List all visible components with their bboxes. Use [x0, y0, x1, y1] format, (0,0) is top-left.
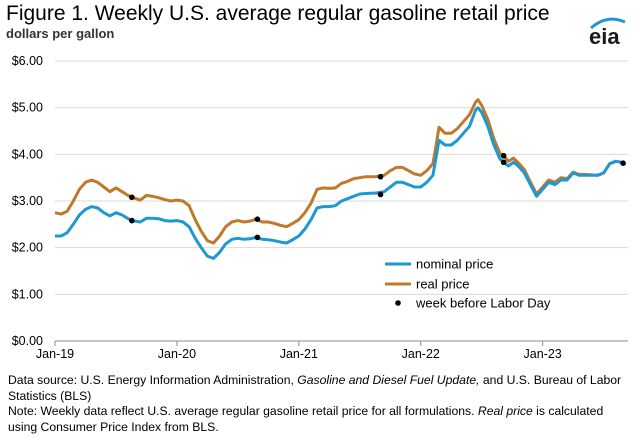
methodology-note: Note: Weekly data reflect U.S. average r… — [8, 404, 634, 435]
labor-day-markers — [129, 152, 626, 241]
nominal-price-line — [55, 106, 623, 260]
y-tick-label: $6.00 — [12, 54, 43, 68]
y-tick-label: $4.00 — [12, 147, 43, 161]
legend-label: week before Labor Day — [415, 296, 551, 311]
note-suffix: is calculated using Consumer Price Index… — [8, 404, 604, 434]
source-suffix: and U.S. Bureau of Labor Statistics (BLS… — [8, 373, 622, 403]
eia-logo-text: eia — [589, 24, 620, 48]
y-tick-label: $0.00 — [12, 334, 43, 348]
source-italic: Gasoline and Diesel Fuel Update, — [297, 373, 480, 387]
real-price-line — [54, 98, 623, 245]
x-axis: Jan-19 Jan-20 Jan-21 Jan-22 Jan-23 — [36, 340, 628, 361]
legend: nominal price real price week before Labor… — [385, 257, 551, 311]
gridlines — [55, 60, 628, 295]
labor-day-point — [377, 191, 384, 198]
footnotes: Data source: U.S. Energy Information Adm… — [8, 373, 634, 435]
series-lines — [54, 98, 623, 260]
y-axis-ticks: $0.00 $1.00 $2.00 $3.00 $4.00 $5.00 $6.00 — [12, 54, 43, 348]
data-source-note: Data source: U.S. Energy Information Adm… — [8, 373, 634, 404]
chart-title: Figure 1. Weekly U.S. average regular ga… — [6, 2, 550, 25]
labor-day-point — [254, 216, 261, 222]
note-prefix: Note: Weekly data reflect U.S. average r… — [8, 404, 478, 418]
x-tick-label: Jan-20 — [158, 347, 196, 361]
legend-label: nominal price — [416, 257, 493, 272]
price-chart: $0.00 $1.00 $2.00 $3.00 $4.00 $5.00 $6.00 Jan-… — [12, 54, 628, 361]
chart-subtitle: dollars per gallon — [6, 26, 115, 41]
eia-logo: eia — [585, 14, 629, 49]
note-italic: Real price — [477, 404, 533, 418]
y-tick-label: $1.00 — [12, 287, 43, 301]
labor-day-point — [129, 217, 135, 224]
x-tick-label: Jan-23 — [524, 347, 562, 361]
x-tick-label: Jan-21 — [280, 347, 318, 361]
x-tick-label: Jan-19 — [36, 347, 74, 361]
labor-day-point — [500, 159, 507, 166]
labor-day-point — [377, 173, 384, 180]
labor-day-point — [129, 194, 135, 201]
eia-logo-swoosh-icon: eia — [589, 17, 626, 49]
y-tick-label: $2.00 — [12, 241, 43, 255]
labor-day-point — [500, 152, 507, 159]
y-tick-label: $5.00 — [12, 101, 43, 115]
legend-swatch — [395, 300, 401, 306]
y-tick-label: $3.00 — [12, 194, 43, 208]
legend-label: real price — [416, 277, 469, 292]
x-tick-label: Jan-22 — [402, 347, 440, 361]
labor-day-point — [254, 234, 261, 241]
labor-day-point — [620, 160, 626, 166]
source-prefix: Data source: U.S. Energy Information Adm… — [8, 373, 298, 387]
